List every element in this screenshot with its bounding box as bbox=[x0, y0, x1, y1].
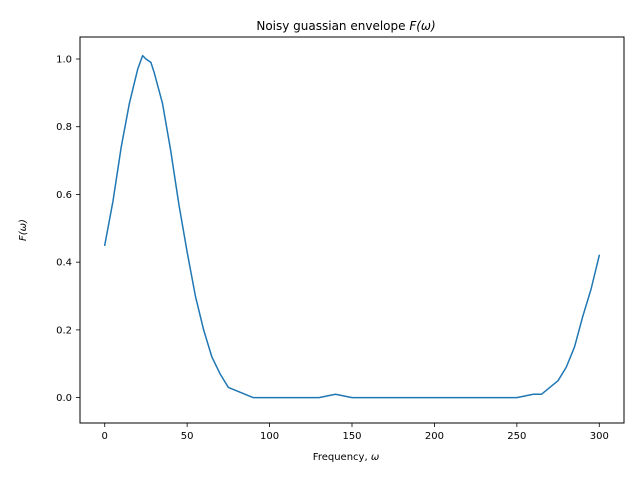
x-tick-label: 250 bbox=[507, 431, 526, 442]
y-axis-ticks: 0.0 0.2 0.4 0.6 0.8 1.0 bbox=[56, 55, 80, 404]
x-axis-label: Frequency, ω bbox=[313, 452, 379, 463]
y-axis-label: F(ω) bbox=[18, 219, 29, 241]
y-tick-label: 1.0 bbox=[56, 55, 72, 66]
y-tick-label: 0.2 bbox=[56, 325, 72, 336]
plot-area bbox=[103, 54, 601, 399]
y-tick-label: 0.4 bbox=[56, 258, 72, 269]
x-tick-label: 50 bbox=[181, 431, 194, 442]
y-tick-label: 0.8 bbox=[56, 122, 72, 133]
x-tick-label: 0 bbox=[102, 431, 108, 442]
x-tick-label: 300 bbox=[590, 431, 609, 442]
series-line-0 bbox=[103, 54, 601, 399]
chart-title: Noisy guassian envelope F(ω) bbox=[256, 19, 435, 33]
x-tick-label: 200 bbox=[425, 431, 444, 442]
x-tick-label: 150 bbox=[342, 431, 361, 442]
x-tick-label: 100 bbox=[260, 431, 279, 442]
y-tick-label: 0.6 bbox=[56, 190, 72, 201]
x-axis-ticks: 0 50 100 150 200 250 300 bbox=[102, 423, 609, 442]
y-tick-label: 0.0 bbox=[56, 393, 72, 404]
